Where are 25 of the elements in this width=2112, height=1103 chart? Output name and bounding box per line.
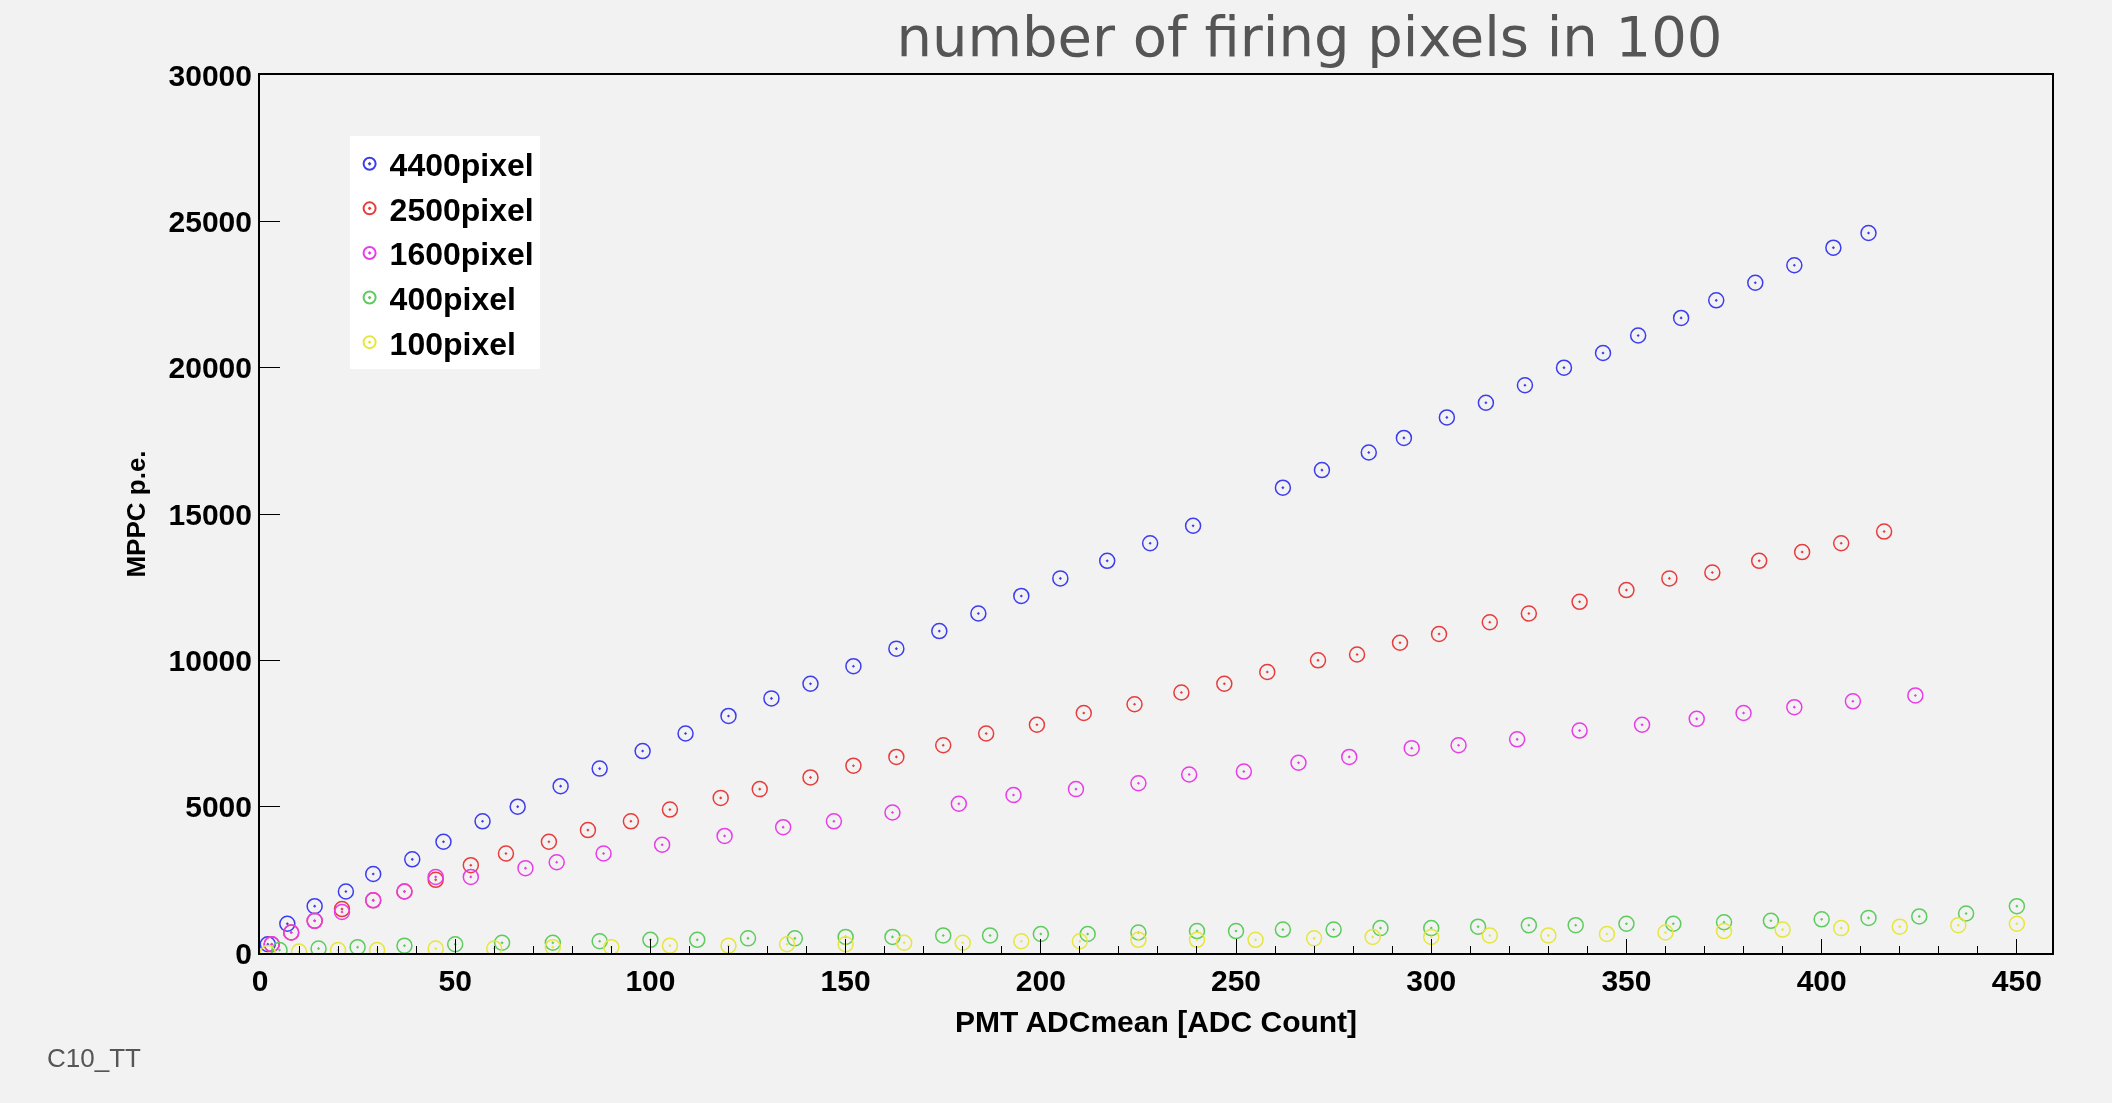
x-tick-label: 200 (1015, 964, 1066, 997)
legend-label: 100pixel (389, 325, 516, 362)
x-axis-title: PMT ADCmean [ADC Count] (954, 1005, 1358, 1038)
y-tick-label: 5000 (185, 790, 252, 824)
x-tick-label: 100 (625, 964, 676, 997)
x-tick-label: 250 (1211, 964, 1262, 997)
legend-label: 1600pixel (389, 236, 534, 273)
y-tick-label: 30000 (168, 58, 252, 92)
x-tick-label: 350 (1601, 964, 1652, 997)
x-tick-label: 450 (1991, 964, 2042, 997)
x-tick-label: 300 (1406, 964, 1457, 997)
legend-label: 4400pixel (389, 147, 534, 184)
y-tick-label: 20000 (168, 351, 252, 385)
x-tick-label: 400 (1796, 964, 1847, 997)
y-tick-label: 0 (235, 936, 252, 970)
legend-label: 2500pixel (389, 191, 534, 228)
y-tick-label: 15000 (168, 497, 252, 531)
y-axis-title: MPPC p.e. (121, 450, 152, 578)
x-tick-label: 150 (820, 964, 871, 997)
chart-title: number of firing pixels in 100 (896, 3, 1723, 69)
legend-label: 400pixel (389, 281, 516, 318)
y-tick-label: 10000 (168, 643, 252, 677)
y-tick-label: 25000 (168, 204, 252, 238)
text: C10_TT (47, 1043, 142, 1073)
x-tick-label: 50 (438, 964, 472, 997)
